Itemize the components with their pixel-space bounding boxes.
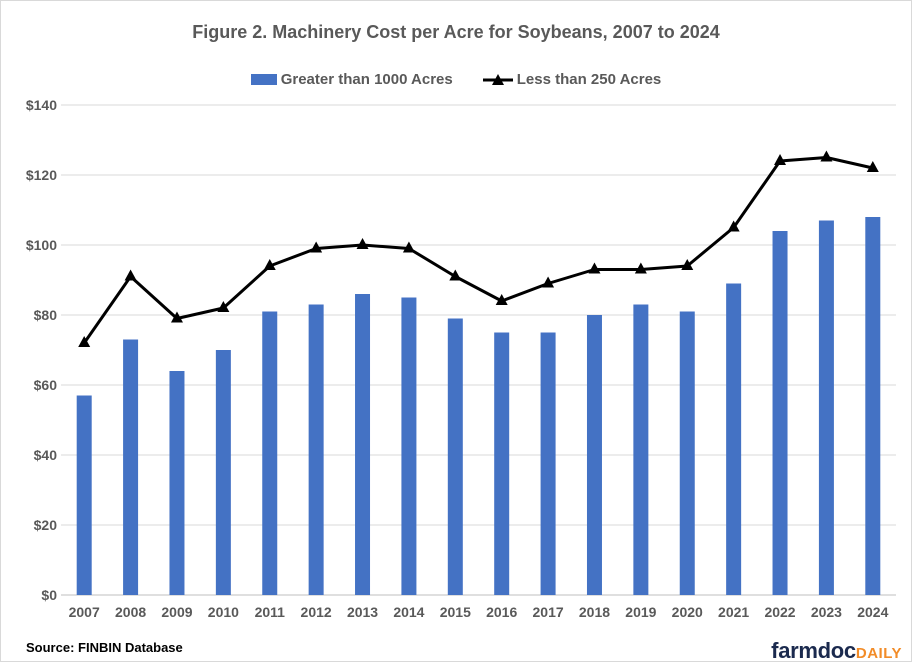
triangle-marker xyxy=(495,294,508,305)
legend-label: Greater than 1000 Acres xyxy=(280,71,453,88)
x-tick-label: 2020 xyxy=(672,604,703,620)
legend-item-bar: Greater than 1000 Acres xyxy=(250,71,453,88)
triangle-marker xyxy=(542,276,555,288)
x-tick-label: 2019 xyxy=(625,604,656,620)
bar xyxy=(447,318,463,595)
bar xyxy=(772,231,788,595)
x-tick-label: 2011 xyxy=(255,604,286,620)
x-tick-label: 2009 xyxy=(161,604,192,620)
series-line xyxy=(82,156,874,344)
bar xyxy=(401,297,417,595)
source-note: Source: FINBIN Database xyxy=(26,640,183,655)
x-tick-label: 2008 xyxy=(115,604,146,620)
triangle-marker xyxy=(124,269,137,281)
triangle-marker xyxy=(170,311,183,323)
chart-title: Figure 2. Machinery Cost per Acre for So… xyxy=(192,22,720,42)
y-tick-label: $60 xyxy=(34,377,58,393)
triangle-marker xyxy=(727,220,740,232)
triangle-marker xyxy=(402,241,415,253)
y-tick-label: $140 xyxy=(26,97,57,113)
bar xyxy=(215,350,231,595)
bar xyxy=(540,332,556,595)
x-tick-label: 2014 xyxy=(393,604,424,620)
triangle-marker xyxy=(634,262,647,274)
x-tick-label: 2016 xyxy=(486,604,517,620)
triangle-marker xyxy=(774,154,787,165)
bar xyxy=(262,311,278,595)
bar xyxy=(586,315,602,595)
bar xyxy=(865,217,881,595)
triangle-marker xyxy=(310,241,323,253)
x-tick-label: 2024 xyxy=(857,604,888,620)
bar xyxy=(494,332,510,595)
bar xyxy=(169,371,185,595)
x-tick-label: 2013 xyxy=(347,604,378,620)
triangle-marker xyxy=(866,161,879,172)
bar xyxy=(308,304,324,595)
legend-line-swatch xyxy=(482,73,513,85)
x-tick-label: 2022 xyxy=(764,604,795,620)
triangle-marker xyxy=(588,262,601,274)
y-tick-label: $100 xyxy=(26,237,57,253)
triangle-marker xyxy=(217,301,230,312)
bar xyxy=(76,395,92,595)
x-tick-label: 2021 xyxy=(718,604,749,620)
triangle-marker xyxy=(356,238,369,249)
bar xyxy=(818,220,834,595)
y-tick-label: $120 xyxy=(26,167,57,183)
x-tick-label: 2017 xyxy=(533,604,564,620)
y-tick-label: $20 xyxy=(34,517,58,533)
x-tick-label: 2023 xyxy=(811,604,842,620)
y-tick-label: $80 xyxy=(34,307,58,323)
farmdoc-daily-logo: farmdocDAILY xyxy=(771,638,902,663)
triangle-marker xyxy=(78,336,91,347)
legend-bar-swatch xyxy=(250,74,277,85)
y-tick-label: $0 xyxy=(41,587,57,603)
bar xyxy=(355,294,371,595)
y-tick-label: $40 xyxy=(34,447,58,463)
bar xyxy=(633,304,649,595)
triangle-marker xyxy=(681,259,694,270)
x-tick-label: 2010 xyxy=(208,604,239,620)
bar xyxy=(123,339,139,595)
triangle-marker xyxy=(820,150,833,162)
legend-label: Less than 250 Acres xyxy=(516,71,662,88)
triangle-marker xyxy=(449,269,462,281)
x-tick-label: 2015 xyxy=(440,604,471,620)
legend: Greater than 1000 Acres Less than 250 Ac… xyxy=(0,71,912,88)
x-tick-label: 2007 xyxy=(69,604,100,620)
x-tick-label: 2012 xyxy=(301,604,332,620)
bar xyxy=(726,283,742,595)
triangle-marker xyxy=(263,259,276,270)
legend-item-line: Less than 250 Acres xyxy=(482,71,662,88)
bar xyxy=(679,311,695,595)
x-tick-label: 2018 xyxy=(579,604,610,620)
